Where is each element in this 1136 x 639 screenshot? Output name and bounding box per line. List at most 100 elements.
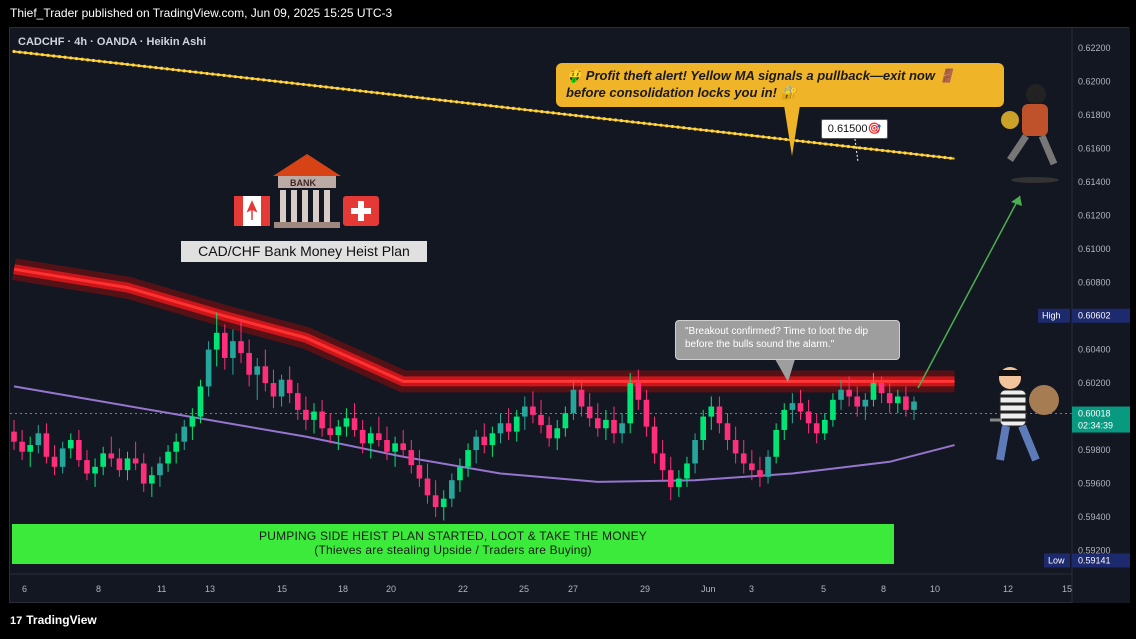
candle [813, 413, 820, 444]
price-tick-0: 0.62200 [1078, 43, 1111, 53]
callout-line-2: before consolidation locks you in! 🔐 [566, 85, 797, 100]
yellow-ma-dot [943, 155, 947, 160]
candle-body [749, 463, 755, 471]
canada-flag-icon [234, 196, 270, 226]
yellow-ma-dot [409, 95, 413, 99]
yellow-ma-dot [369, 90, 374, 94]
price-label-bg [1072, 553, 1130, 568]
yellow-ma-dot [897, 150, 902, 154]
candle-body [254, 366, 261, 375]
thief-head [1026, 84, 1046, 104]
yellow-ma-dot [483, 103, 487, 107]
candle [262, 349, 269, 392]
quote-line-1: "Breakout confirmed? Time to loot the di… [685, 326, 869, 337]
price-label-bg [1072, 308, 1130, 323]
candle [724, 413, 731, 451]
yellow-ma-dot [86, 58, 90, 62]
candle-body [400, 443, 407, 451]
yellow-ma-dot [335, 86, 340, 90]
swiss-flag-icon [343, 196, 379, 226]
candle-body [676, 478, 682, 487]
candle-body [270, 383, 277, 397]
candle-body [424, 478, 431, 496]
candle-body [35, 433, 42, 446]
price-tick-14: 0.59200 [1078, 546, 1111, 556]
yellow-ma-dot [341, 87, 345, 91]
price-label-value: 0.59141 [1078, 555, 1111, 565]
candle-body [59, 448, 66, 467]
yellow-ma-dot [279, 80, 283, 84]
candle-body [384, 440, 390, 452]
descending-resistance-band [12, 258, 955, 393]
candle-body [692, 440, 698, 464]
yellow-ma-dot [670, 124, 674, 129]
time-tick-12: 3 [749, 584, 754, 594]
candle-body [116, 458, 123, 471]
candle [821, 413, 828, 441]
bank-pillar [302, 190, 308, 222]
candle [546, 416, 552, 447]
candle-body [76, 440, 82, 461]
candle [221, 324, 228, 370]
chart-panel[interactable]: 0.62200 0.62000 0.61800 0.61600 0.61400 0.612… [9, 27, 1130, 604]
candle-body [894, 396, 901, 404]
candle [562, 406, 569, 437]
candle [692, 433, 698, 474]
thief-striped-shirt [999, 389, 1027, 427]
yellow-ma-dot [358, 89, 362, 93]
time-tick-1: 8 [96, 584, 101, 594]
bank-roof [273, 154, 341, 176]
candle [781, 403, 788, 441]
candle-body [481, 436, 488, 446]
candle [878, 376, 885, 404]
candle [213, 312, 220, 367]
yellow-ma-dot [528, 108, 533, 112]
candle [359, 419, 366, 454]
yellow-ma-dot [199, 71, 203, 75]
candle-body [789, 403, 796, 410]
candle [749, 450, 755, 481]
yellow-ma-dot [841, 144, 845, 148]
yellow-ma-dot [69, 56, 73, 60]
time-axis: 6 8 11 13 15 18 20 22 25 27 29 Jun 3 5 8 10 12 15 [10, 573, 1072, 594]
yellow-ma-dot [948, 156, 953, 160]
yellow-ma-dot [176, 68, 181, 72]
bank-pillar [324, 190, 330, 222]
yellow-ma-dot [57, 55, 62, 59]
candle-body [578, 389, 585, 407]
quote-line-2: before the bulls sound the alarm." [685, 339, 835, 350]
candle-body [449, 480, 455, 499]
candle [181, 419, 188, 451]
candle-body [213, 332, 220, 350]
candle [246, 339, 252, 387]
candle-body [173, 441, 179, 452]
candle [367, 426, 374, 459]
yellow-ma-dot [131, 63, 135, 67]
yellow-ma-dot [120, 62, 124, 66]
yellow-ma-dot [494, 104, 499, 109]
candle-body [513, 416, 520, 432]
candle [846, 376, 852, 407]
candle-body [124, 458, 131, 471]
time-tick-2: 11 [157, 584, 166, 594]
yellow-ma-dot [347, 88, 351, 92]
loot-sack [1029, 385, 1059, 415]
candle-body [140, 463, 147, 484]
yellow-ma-dot [74, 56, 79, 61]
candle [578, 379, 585, 417]
yellow-ma-dot [562, 112, 567, 116]
yellow-ma-dot [511, 106, 516, 110]
candle-body [335, 426, 342, 435]
banner-line-1: PUMPING SIDE HEIST PLAN STARTED, LOOT & … [259, 529, 647, 543]
yellow-ma-dot [466, 101, 470, 105]
yellow-ma-dot [602, 117, 606, 121]
price-tick-4: 0.61400 [1078, 177, 1111, 187]
candle-body [740, 453, 747, 464]
price-chart[interactable]: 0.62200 0.62000 0.61800 0.61600 0.61400 0.612… [10, 28, 1130, 604]
yellow-ma-dot [738, 132, 743, 136]
yellow-ma-dot [733, 131, 737, 136]
tradingview-logo[interactable]: 17 TradingView [10, 613, 97, 627]
yellow-ma-dot [267, 78, 272, 83]
candle-body [67, 440, 74, 449]
candle [457, 458, 463, 492]
